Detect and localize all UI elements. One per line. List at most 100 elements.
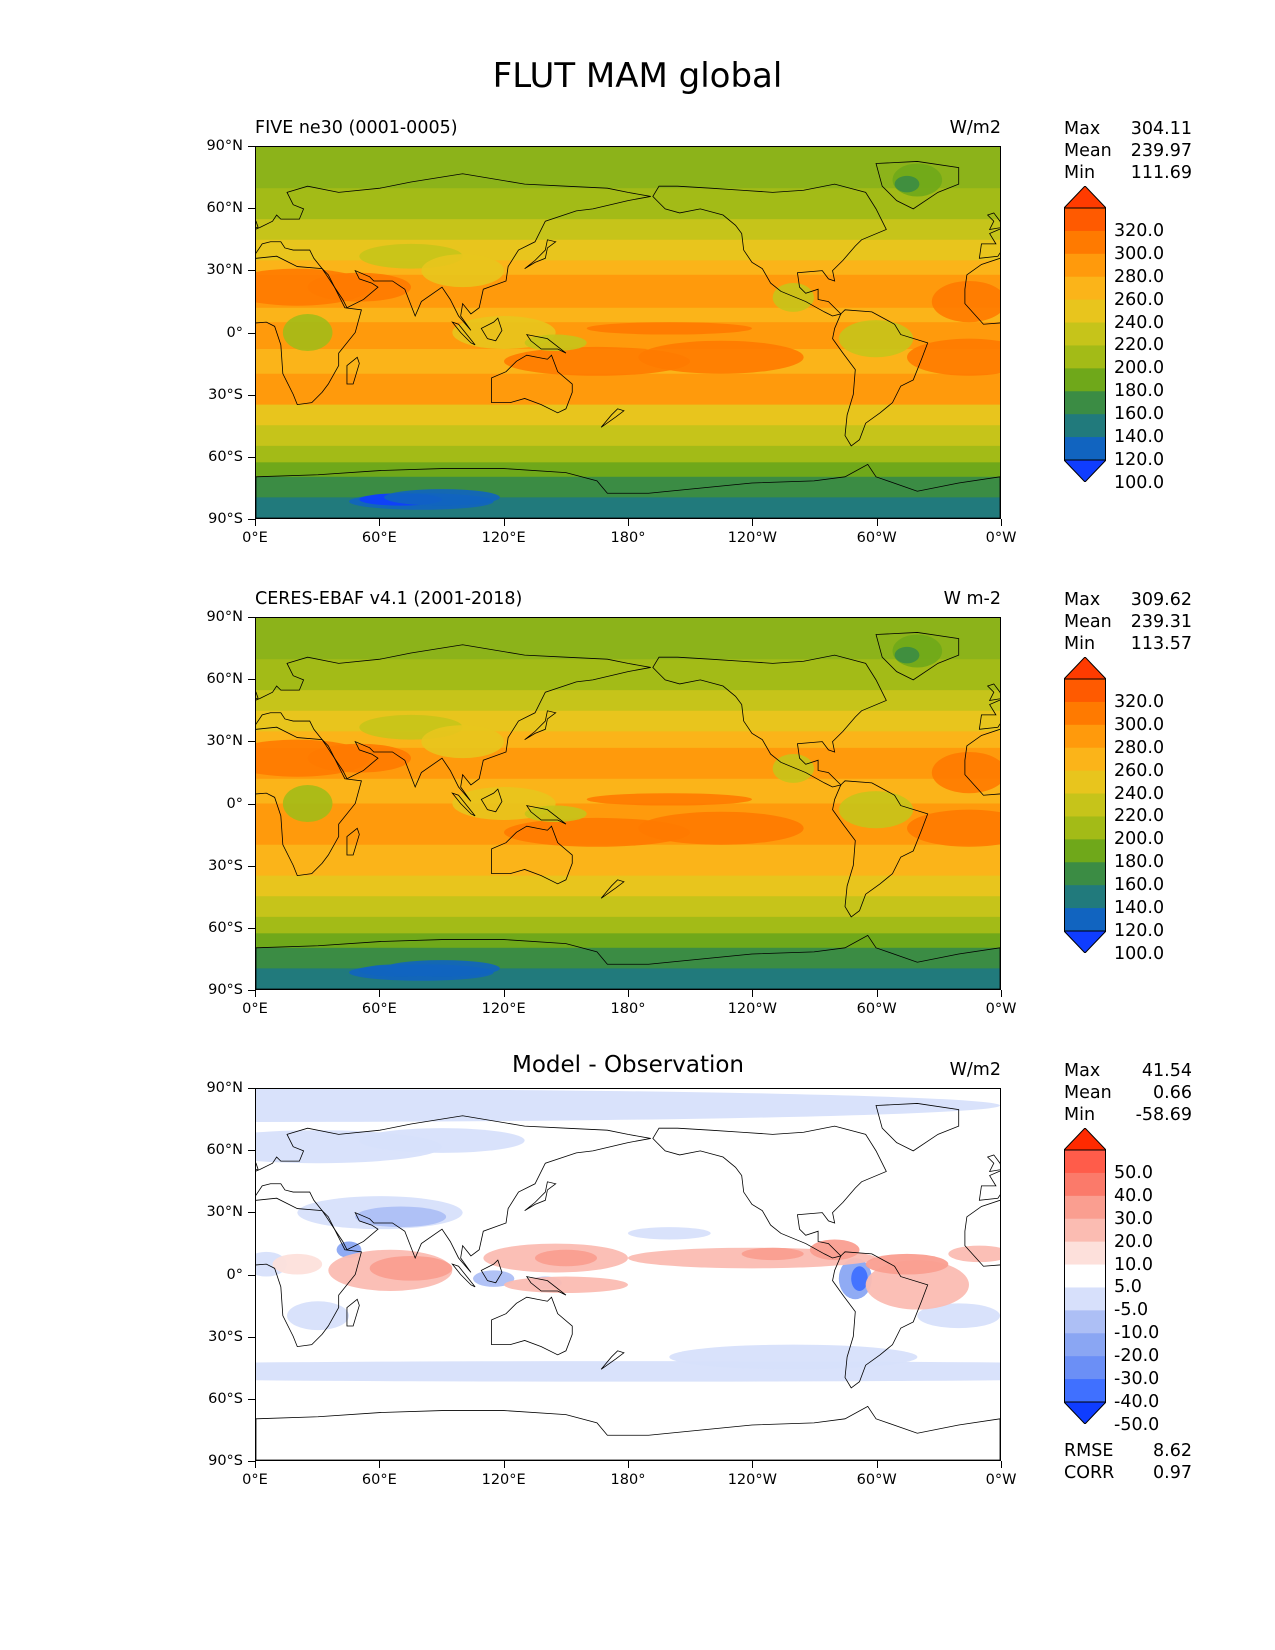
corr-row: CORR 0.97: [1064, 1462, 1192, 1484]
x-tick-label: 120°W: [727, 1472, 777, 1488]
colorbar-segment: [1064, 724, 1106, 749]
x-tick-label: 180°: [610, 530, 646, 546]
colorbar-tick-label: 50.0: [1114, 1162, 1153, 1183]
coastline: [525, 334, 567, 354]
colorbar-tick-label: 260.0: [1114, 289, 1165, 310]
y-tick-mark: [248, 741, 255, 743]
map-svg: [256, 1089, 1000, 1460]
colorbar-tick-label: 200.0: [1114, 358, 1165, 379]
coastline: [480, 317, 503, 342]
rmse-label: RMSE: [1064, 1441, 1114, 1461]
x-tick-mark: [503, 990, 505, 997]
field-blob: [907, 809, 1000, 847]
field-band: [256, 916, 1000, 934]
y-tick-label: 30°N: [206, 1204, 243, 1221]
stat-row-max: Max 309.62: [1064, 589, 1192, 611]
coastline-layer: [256, 632, 1000, 989]
field-band: [256, 690, 1000, 712]
colorbar-segment: [1064, 253, 1106, 278]
field-blob: [669, 1344, 918, 1370]
units-label: W/m2: [949, 118, 1001, 138]
colorbar-tick-label: 320.0: [1114, 691, 1165, 712]
field-blob: [894, 175, 920, 193]
stats-box: Max 309.62 Mean 239.31 Min 113.57: [1064, 589, 1192, 655]
field-blob: [307, 743, 411, 773]
map-plot: [255, 1088, 1001, 1461]
x-tick-mark: [379, 990, 381, 997]
colorbar-segment: [1064, 770, 1106, 795]
field-blob: [524, 334, 587, 352]
field-blob: [638, 340, 804, 374]
coastline: [256, 691, 259, 700]
colorbar-svg: [1064, 1128, 1106, 1424]
colorbar-extend-max: [1064, 186, 1106, 209]
colorbar-tick-label: 120.0: [1114, 450, 1165, 470]
x-tick-mark: [503, 519, 505, 526]
field-blob: [256, 1089, 1000, 1122]
coastline: [346, 1298, 360, 1327]
stat-value: 113.57: [1130, 634, 1192, 654]
x-tick-label: 60°W: [856, 1472, 897, 1488]
colorbar-tick-label: 220.0: [1114, 806, 1165, 827]
y-tick-label: 30°S: [208, 857, 243, 874]
colorbar-outline: [1064, 1149, 1106, 1403]
x-tick-label: 0°W: [985, 530, 1017, 546]
y-tick-label: 90°N: [206, 138, 243, 154]
coastline: [256, 1405, 1000, 1460]
x-tick-label: 0°W: [985, 1001, 1017, 1017]
colorbar-segment: [1064, 391, 1106, 415]
field-blob: [865, 1253, 949, 1275]
coastline: [600, 1350, 625, 1370]
coastline: [256, 255, 362, 406]
x-tick-mark: [876, 519, 878, 526]
y-tick-mark: [248, 519, 255, 520]
rmse-corr-box: RMSE 8.62 CORR 0.97: [1064, 1440, 1192, 1484]
stat-label: Min: [1064, 1105, 1096, 1125]
field-layer: [256, 618, 1000, 989]
field-blob: [931, 280, 1000, 323]
coastline: [524, 239, 557, 269]
colorbar-segment: [1064, 701, 1106, 726]
x-tick-label: 0°E: [242, 1472, 268, 1488]
stat-row-mean: Mean 239.31: [1064, 611, 1192, 633]
x-tick-label: 60°W: [856, 530, 897, 546]
colorbar-tick-label: 280.0: [1114, 737, 1165, 758]
x-tick-label: 120°E: [481, 1472, 526, 1488]
colorbar-tick-label: 300.0: [1114, 714, 1165, 735]
colorbar: 50.0 40.0 30.0 20.0 10.0 5.0 -5.0 -10.0 -20.0 -30…: [1064, 1128, 1159, 1435]
field-blob: [282, 313, 333, 352]
x-tick-mark: [752, 990, 754, 997]
field-blob: [838, 791, 914, 829]
x-tick-mark: [1001, 519, 1002, 526]
coastline: [256, 934, 1000, 989]
field-blob: [741, 1247, 804, 1261]
y-tick-label: 30°N: [206, 733, 243, 750]
corr-value: 0.97: [1153, 1463, 1192, 1483]
coastline: [524, 1181, 557, 1211]
x-tick-mark: [255, 990, 256, 997]
y-tick-label: 0°: [226, 324, 243, 341]
x-tick-mark: [379, 519, 381, 526]
stats-box: Max 41.54 Mean 0.66 Min -58.69: [1064, 1060, 1192, 1126]
colorbar-segment: [1064, 230, 1106, 255]
y-tick-mark: [248, 679, 255, 681]
colorbar-extend-min: [1064, 930, 1106, 953]
units-label: W m-2: [943, 589, 1001, 609]
colorbar-extend-min: [1064, 1401, 1106, 1424]
field-blob: [282, 784, 333, 823]
colorbar-tick-label: 120.0: [1114, 921, 1165, 941]
x-tick-mark: [752, 1461, 754, 1468]
coastline: [652, 654, 887, 788]
field-blob: [359, 1128, 525, 1153]
field-band: [256, 462, 1000, 478]
colorbar-segment: [1064, 322, 1106, 346]
y-tick-mark: [248, 617, 255, 618]
coastline: [875, 161, 960, 210]
colorbar-tick-label: 100.0: [1114, 943, 1165, 964]
coastline: [256, 463, 1000, 518]
colorbar-tick-label: 280.0: [1114, 266, 1165, 287]
colorbar: 320.0 300.0 280.0 260.0 240.0 220.0 200.0 180.0…: [1064, 657, 1164, 964]
coastline: [600, 879, 625, 899]
y-tick-mark: [248, 865, 255, 867]
colorbar-segment: [1064, 885, 1106, 909]
